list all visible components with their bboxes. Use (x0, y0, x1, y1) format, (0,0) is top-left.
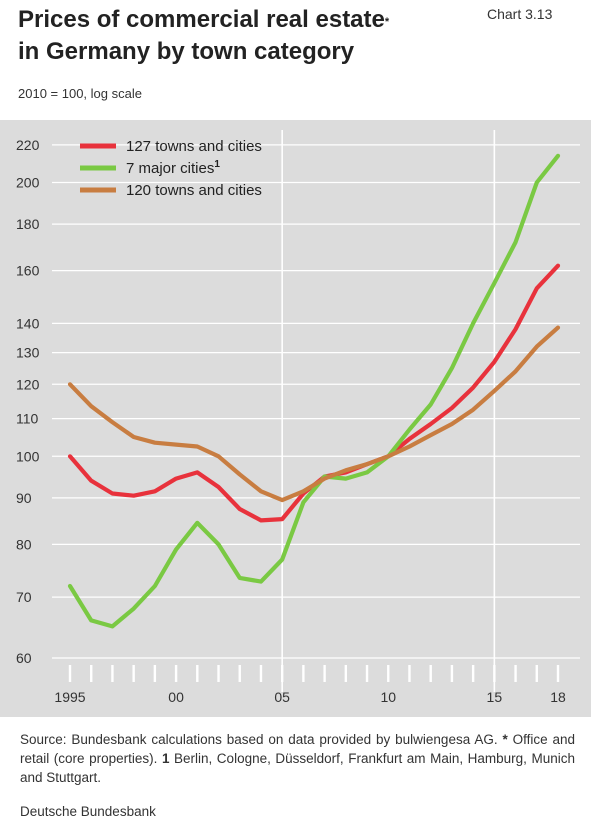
y-tick-label: 110 (16, 411, 39, 427)
plot-panel: 60 70 80 90 100 110 120 130 140 160 180 200 220 1995 0… (0, 120, 591, 717)
x-tick-mark (238, 665, 241, 682)
footnote-star-text: Office and retail (core properties). (20, 732, 575, 766)
x-tick-mark (174, 665, 178, 682)
x-tick-mark (302, 665, 305, 682)
x-tick-mark (408, 665, 411, 682)
y-tick-label: 70 (16, 589, 32, 605)
y-tick-label: 200 (16, 175, 40, 191)
y-tick-label: 80 (16, 536, 32, 552)
title-star: * (384, 16, 390, 28)
x-tick-mark (365, 665, 369, 682)
x-tick-mark (556, 665, 560, 682)
x-tick-mark (323, 665, 326, 682)
x-tick-mark (493, 665, 496, 682)
line-chart: 60 70 80 90 100 110 120 130 140 160 180 200 220 1995 0… (16, 130, 580, 705)
x-tick-mark (280, 665, 284, 682)
x-tick-mark (111, 665, 114, 682)
x-tick-mark (514, 665, 517, 682)
x-tick-mark (429, 665, 432, 682)
x-tick-label: 05 (274, 689, 290, 705)
x-tick-label: 15 (487, 689, 503, 705)
y-tick-label: 140 (16, 315, 40, 331)
x-tick-mark (90, 665, 93, 682)
x-tick-mark (471, 665, 475, 682)
publisher: Deutsche Bundesbank (20, 804, 156, 819)
footnote-text: Berlin, Cologne, Düsseldorf, Frankfurt a… (20, 751, 575, 785)
y-tick-label: 90 (16, 490, 32, 506)
x-tick-mark (132, 665, 135, 682)
y-tick-label: 120 (16, 376, 40, 392)
x-tick-mark (259, 665, 263, 682)
chart-number: Chart 3.13 (487, 6, 553, 22)
y-tick-label: 60 (16, 650, 32, 666)
x-tick-label: 18 (550, 689, 566, 705)
chart-title: Prices of commercial real estate* in Ger… (18, 4, 458, 68)
x-tick-mark (217, 665, 220, 682)
source-text: Source: Bundesbank calculations based on… (20, 732, 503, 747)
y-tick-label: 130 (16, 345, 40, 361)
x-tick-mark (68, 665, 72, 682)
x-tick-label: 10 (380, 689, 396, 705)
series-line-3 (67, 325, 561, 503)
series-line-2 (67, 153, 561, 629)
legend-label-1: 127 towns and cities (126, 138, 262, 155)
footnote-number: 1 (161, 751, 170, 766)
legend-label-2: 7 major cities1 (126, 159, 220, 177)
chart-subtitle: 2010 = 100, log scale (18, 86, 142, 101)
x-tick-mark (387, 665, 390, 682)
y-tick-label: 100 (16, 448, 40, 464)
x-tick-label: 1995 (54, 689, 85, 705)
footnote-star: * (502, 732, 508, 747)
x-tick-label: 00 (168, 689, 184, 705)
legend-label-3: 120 towns and cities (126, 182, 262, 199)
x-tick-mark (196, 665, 199, 682)
x-tick-mark (344, 665, 348, 682)
y-tick-label: 160 (16, 263, 40, 279)
title-line2: in Germany by town category (18, 38, 355, 65)
y-tick-label: 180 (16, 216, 40, 232)
x-tick-mark (450, 665, 454, 682)
title-line1: Prices of commercial real estate (18, 6, 385, 33)
x-tick-mark (153, 665, 157, 682)
y-tick-label: 220 (16, 137, 40, 153)
source-note: Source: Bundesbank calculations based on… (20, 730, 575, 787)
x-tick-mark (535, 665, 538, 682)
